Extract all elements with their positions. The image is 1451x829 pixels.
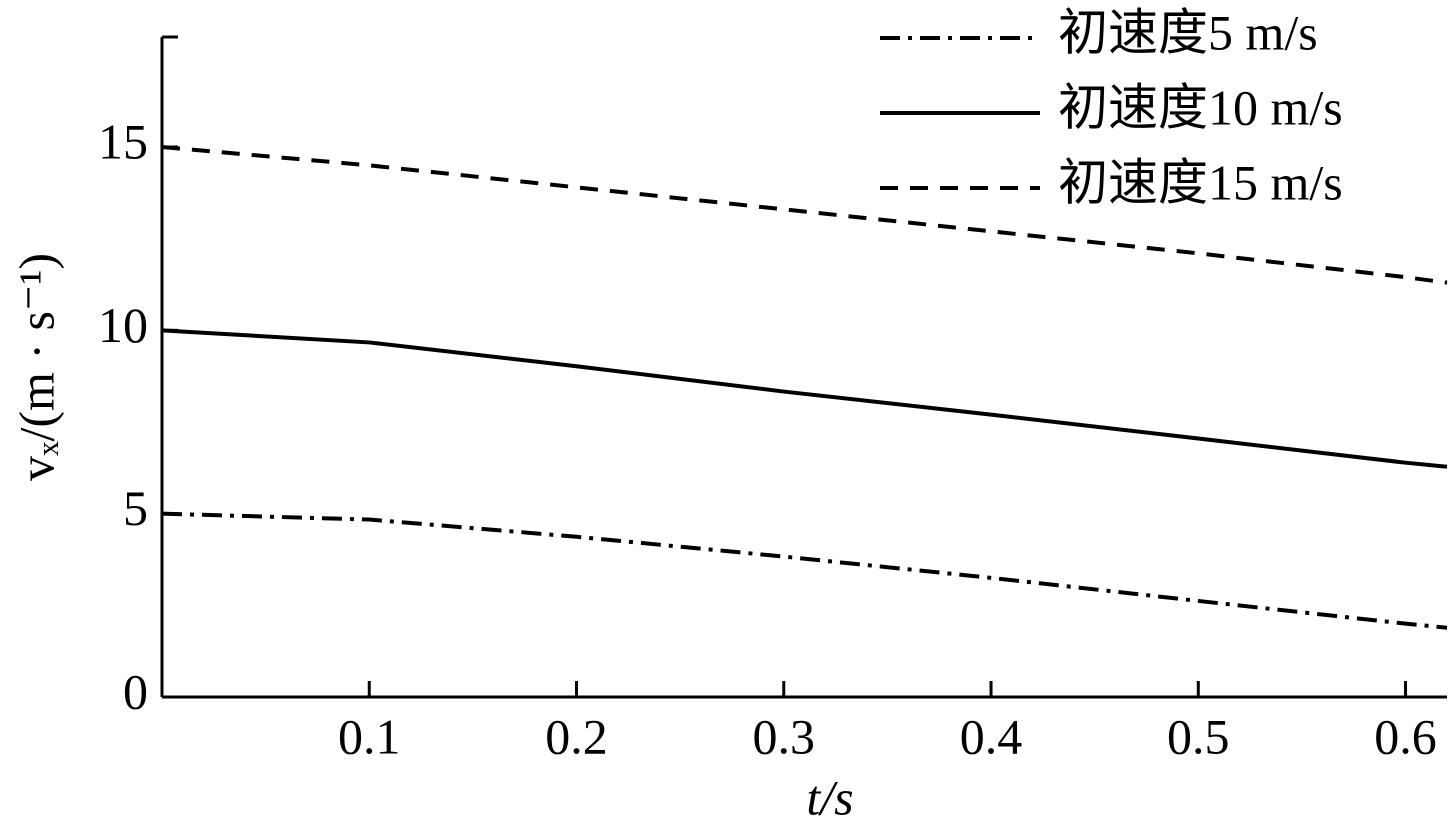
x-tick-label: 0.4 xyxy=(960,708,1023,764)
y-axis-label: vₓ/(m · s⁻¹) xyxy=(8,253,64,481)
x-axis-label: t/s xyxy=(806,769,853,825)
x-tick-label: 0.1 xyxy=(338,708,401,764)
series-line xyxy=(161,145,1448,285)
series-line xyxy=(161,328,1448,469)
y-tick-label: 10 xyxy=(98,297,148,353)
legend-label: 初速度15 m/s xyxy=(1058,154,1343,210)
y-tick-label: 5 xyxy=(123,480,148,536)
x-tick-label: 0.6 xyxy=(1374,708,1437,764)
y-tick-label: 0 xyxy=(123,663,148,719)
series-line xyxy=(161,511,1448,630)
x-tick-label: 0.2 xyxy=(545,708,608,764)
x-tick-label: 0.3 xyxy=(753,708,816,764)
y-tick-label: 15 xyxy=(98,113,148,169)
legend-label: 初速度10 m/s xyxy=(1058,79,1343,135)
legend-label: 初速度5 m/s xyxy=(1058,4,1318,60)
x-tick-label: 0.5 xyxy=(1167,708,1230,764)
